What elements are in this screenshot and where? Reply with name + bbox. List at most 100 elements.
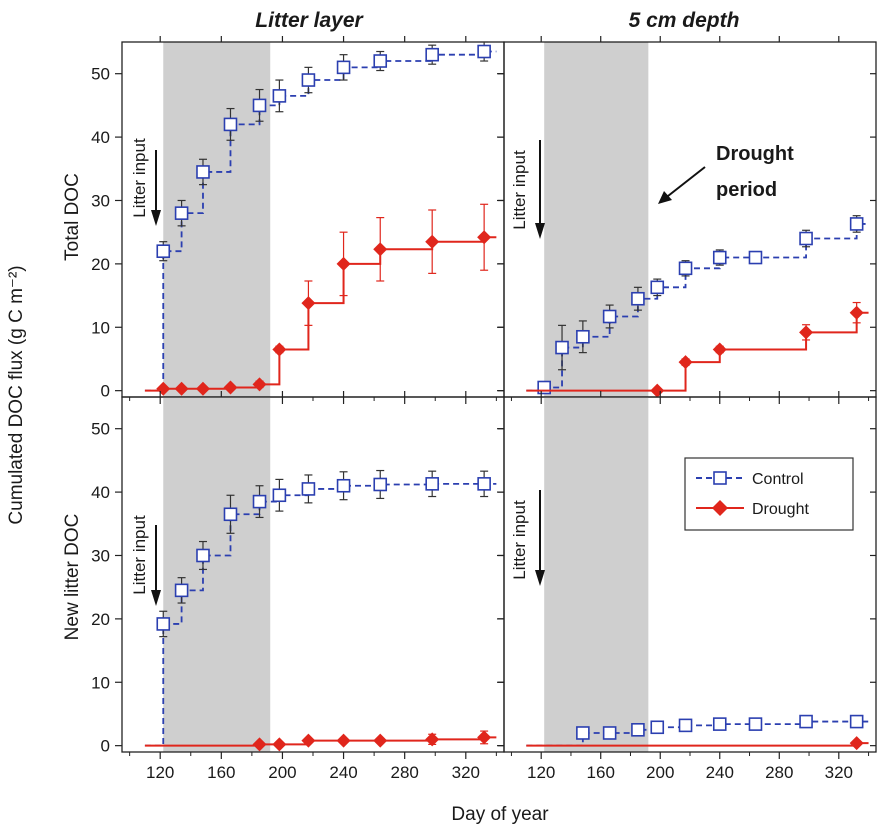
column-title-litter-layer: Litter layer (255, 9, 364, 32)
control-point (477, 477, 491, 491)
x-tick-label: 320 (452, 763, 480, 782)
panel-2 (497, 36, 877, 404)
legend-drought-label: Drought (752, 501, 809, 518)
control-point (748, 717, 763, 731)
litter-input-label: Litter input (130, 515, 149, 595)
control-point (336, 60, 351, 75)
drought-point (195, 381, 210, 396)
litter-input-label: Litter input (130, 138, 149, 218)
control-point (849, 714, 864, 729)
drought-point (272, 737, 287, 752)
control-point (252, 494, 267, 509)
control-point (301, 482, 316, 496)
x-tick-label: 120 (527, 763, 555, 782)
x-tick-label: 200 (646, 763, 674, 782)
drought-point (799, 325, 814, 340)
drought-period-arrowhead (658, 191, 672, 204)
control-point (712, 717, 727, 731)
drought-point (849, 736, 864, 751)
legend-control-marker (713, 471, 727, 485)
control-point (196, 548, 210, 563)
drought-point (477, 230, 492, 245)
control-point (650, 280, 665, 295)
control-point (678, 261, 693, 276)
litter-input-annotation-3: Litter input (130, 515, 161, 606)
y-tick-label: 0 (101, 737, 110, 756)
y-tick-label: 20 (91, 610, 110, 629)
panel-4: 120 160 200 240 280 320 (497, 391, 877, 782)
x-tick-label: 240 (329, 763, 357, 782)
y-tick-label: 50 (91, 420, 110, 439)
y-axis-label: Cumulated DOC flux (g C m⁻²) (6, 265, 27, 524)
legend-box (684, 457, 854, 531)
control-point (678, 718, 693, 733)
drought-point (336, 256, 351, 271)
control-point (174, 583, 189, 598)
control-point (576, 329, 590, 344)
control-point (156, 617, 171, 631)
x-tick-label: 240 (706, 763, 734, 782)
litter-input-label: Litter input (510, 150, 529, 230)
drought-point (252, 377, 267, 392)
drought-point (678, 355, 693, 370)
control-point (156, 244, 171, 258)
control-point (272, 89, 287, 103)
x-tick-label: 120 (146, 763, 174, 782)
control-point (373, 477, 388, 492)
legend-control-label: Control (752, 471, 804, 488)
drought-point (373, 242, 388, 257)
y-tick-label: 30 (91, 191, 110, 210)
drought-point (712, 342, 727, 357)
control-point (301, 73, 316, 87)
y-tick-label: 10 (91, 318, 110, 337)
y-tick-label: 30 (91, 546, 110, 565)
control-point (425, 47, 439, 62)
control-point (252, 98, 267, 113)
control-point (748, 250, 763, 265)
drought-period-arrow (667, 166, 706, 197)
control-point (602, 726, 617, 740)
control-point (631, 291, 645, 306)
control-point (650, 720, 665, 735)
drought-point (223, 380, 238, 395)
panel-3: 120 160 200 240 280 320 0 10 20 30 40 50 (91, 391, 505, 782)
y-tick-label: 40 (91, 483, 110, 502)
drought-point (272, 342, 287, 357)
control-point (602, 309, 617, 324)
panel-1: 0 10 20 30 40 50 (91, 36, 505, 404)
drought-point (252, 737, 267, 752)
x-tick-label: 320 (825, 763, 853, 782)
control-point (223, 507, 238, 522)
y-tick-label: 50 (91, 65, 110, 84)
y-tick-label: 20 (91, 255, 110, 274)
y-tick-label: 40 (91, 128, 110, 147)
litter-input-arrowhead (151, 590, 161, 606)
control-point (712, 250, 727, 265)
control-point (631, 723, 645, 737)
row-label-total-doc: Total DOC (62, 173, 83, 261)
control-point (555, 340, 569, 355)
drought-point (477, 730, 492, 745)
litter-input-arrowhead (535, 223, 545, 239)
column-title-5cm-depth: 5 cm depth (629, 9, 740, 32)
drought-point (301, 296, 316, 311)
drought-point (336, 733, 351, 748)
drought-point (425, 732, 440, 747)
control-point (537, 380, 551, 395)
litter-input-label: Litter input (510, 500, 529, 580)
drought-point (174, 381, 189, 396)
control-point (477, 44, 491, 59)
drought-point (849, 305, 864, 320)
control-point (799, 714, 813, 729)
x-axis-label: Day of year (451, 804, 549, 825)
drought-point (425, 234, 440, 249)
x-tick-label: 160 (207, 763, 235, 782)
y-tick-label: 0 (101, 382, 110, 401)
legend: Control Drought (684, 457, 854, 531)
control-point (196, 165, 210, 179)
drought-period-annotation: Drought period (658, 143, 794, 204)
drought-period-label-line1: Drought (716, 143, 794, 165)
drought-shading (544, 397, 649, 752)
